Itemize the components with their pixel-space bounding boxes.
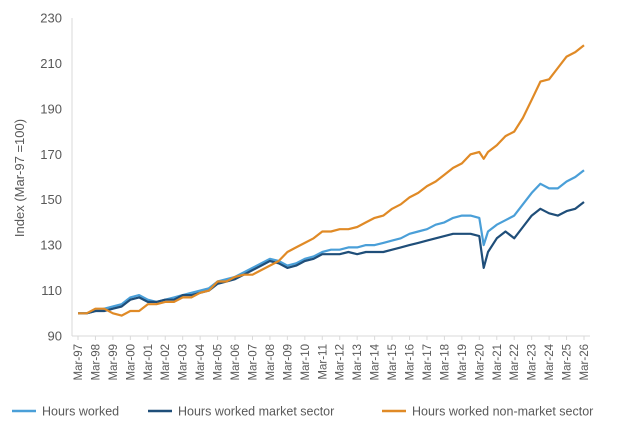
x-tick-label: Mar-15 [387,344,399,380]
series-line-1 [78,169,585,315]
x-tick-label: Mar-18 [439,344,451,380]
x-tick-label: Mar-13 [352,344,364,380]
legend: Hours worked Hours worked market sector Ho… [12,405,593,419]
y-tick-label: 210 [40,56,62,71]
legend-label: Hours worked [42,405,119,419]
legend-label: Hours worked non-market sector [412,405,593,419]
series-line-2 [78,201,585,315]
x-tick-label: Mar-20 [474,344,486,380]
x-tick-label: Mar-19 [457,344,469,380]
x-tick-label: Mar-12 [335,344,347,380]
y-tick-label: 170 [40,147,62,162]
x-tick-label: Mar-23 [527,344,539,380]
legend-label: Hours worked market sector [178,405,334,419]
x-tick-label: Mar-00 [125,344,137,380]
x-tick-label: Mar-22 [509,344,521,380]
y-tick-label: 130 [40,238,62,253]
x-tick-label: Mar-03 [178,344,190,380]
series-lines [78,44,585,317]
x-tick-label: Mar-07 [247,344,259,380]
series-line-3 [78,44,585,317]
y-axis-ticks: 90 110 130 150 170 190 210 230 [40,11,62,344]
x-tick-label: Mar-98 [90,344,102,380]
y-tick-label: 150 [40,192,62,207]
x-tick-label: Mar-26 [579,344,591,380]
x-tick-label: Mar-25 [562,344,574,380]
x-tick-label: Mar-99 [108,344,120,380]
x-tick-label: Mar-97 [73,344,85,380]
x-tick-label: Mar-08 [265,344,277,380]
x-tick-label: Mar-14 [370,343,382,380]
x-tick-label: Mar-01 [143,344,155,380]
x-axis-ticks: Mar-97 Mar-98 Mar-99 Mar-00 Mar-01 Mar-02 Mar-… [73,336,591,380]
x-tick-label: Mar-11 [317,344,329,380]
x-tick-label: Mar-16 [405,344,417,380]
x-tick-label: Mar-09 [282,344,294,380]
x-tick-label: Mar-17 [422,344,434,380]
x-tick-label: Mar-21 [492,344,504,380]
x-tick-label: Mar-02 [160,344,172,380]
x-tick-label: Mar-24 [544,343,556,380]
y-axis-title: Index (Mar-97 =100) [12,119,27,237]
y-tick-label: 110 [41,283,62,298]
x-tick-label: Mar-05 [213,344,225,380]
x-tick-label: Mar-06 [230,344,242,380]
x-tick-label: Mar-10 [300,344,312,380]
y-tick-label: 90 [48,329,62,344]
x-tick-label: Mar-04 [195,343,207,380]
y-tick-label: 190 [40,101,62,116]
y-tick-label: 230 [40,11,62,26]
